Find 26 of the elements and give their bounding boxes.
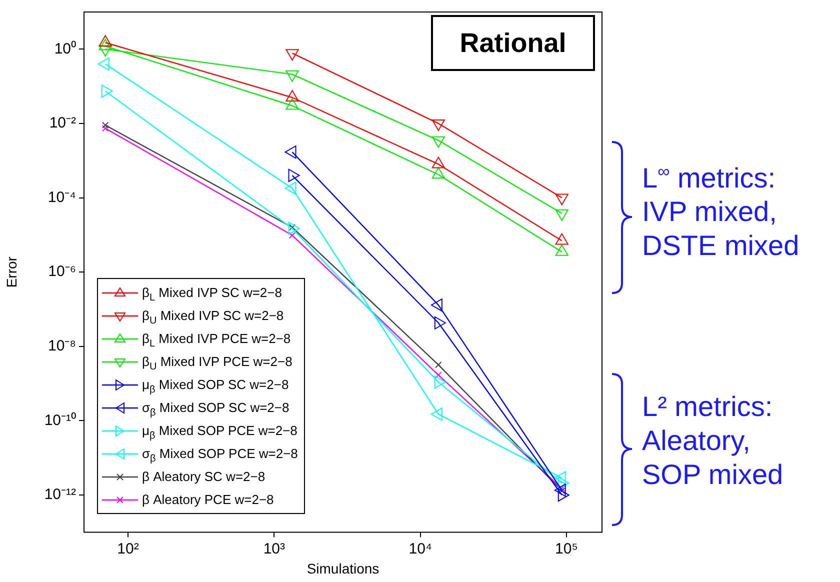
legend-label: σ$_{β}$ Mixed SOP SC w=2−8 <box>142 398 290 418</box>
legend-label: β$_{L}$ Mixed IVP PCE w=2−8 <box>142 330 291 350</box>
y-tick-label: 10⁻² <box>49 114 76 132</box>
text: L² metrics: Aleatory, SOP mixed <box>642 390 784 492</box>
legend-label: σ$_{β}$ Mixed SOP PCE w=2−8 <box>142 444 298 464</box>
x-tick-label: 10² <box>117 540 139 558</box>
y-tick-label: 10⁻¹⁰ <box>44 412 76 429</box>
y-tick-label: 10⁻⁶ <box>48 263 76 280</box>
legend-label: μ$_{β}$ Mixed SOP PCE w=2−8 <box>142 422 298 442</box>
legend-label: β$_{L}$ Mixed IVP SC w=2−8 <box>142 284 282 304</box>
legend-label: β Aleatory SC w=2−8 <box>142 468 266 486</box>
x-tick-label: 10⁴ <box>408 540 432 558</box>
x-axis-title: Simulations <box>306 560 380 576</box>
y-tick-label: 10⁻¹² <box>44 486 76 504</box>
legend-label: μ$_{β}$ Mixed SOP SC w=2−8 <box>142 376 289 396</box>
legend-label: β$_{U}$ Mixed IVP SC w=2−8 <box>142 306 284 326</box>
x-tick-label: 10⁵ <box>555 540 578 558</box>
text: L$^{∞}$ metrics: IVP mixed, DSTE mixed <box>642 161 800 264</box>
annotation: Rational <box>431 15 595 71</box>
x-tick-label: 10³ <box>263 540 285 558</box>
legend-label: β$_{U}$ Mixed IVP PCE w=2−8 <box>142 352 292 372</box>
y-axis-title: Error <box>3 256 20 288</box>
y-tick-label: 10⁻⁸ <box>48 338 76 355</box>
y-tick-label: 10⁰ <box>54 40 76 58</box>
y-tick-label: 10⁻⁴ <box>48 188 76 206</box>
legend-label: β Aleatory PCE w=2−8 <box>142 490 274 509</box>
